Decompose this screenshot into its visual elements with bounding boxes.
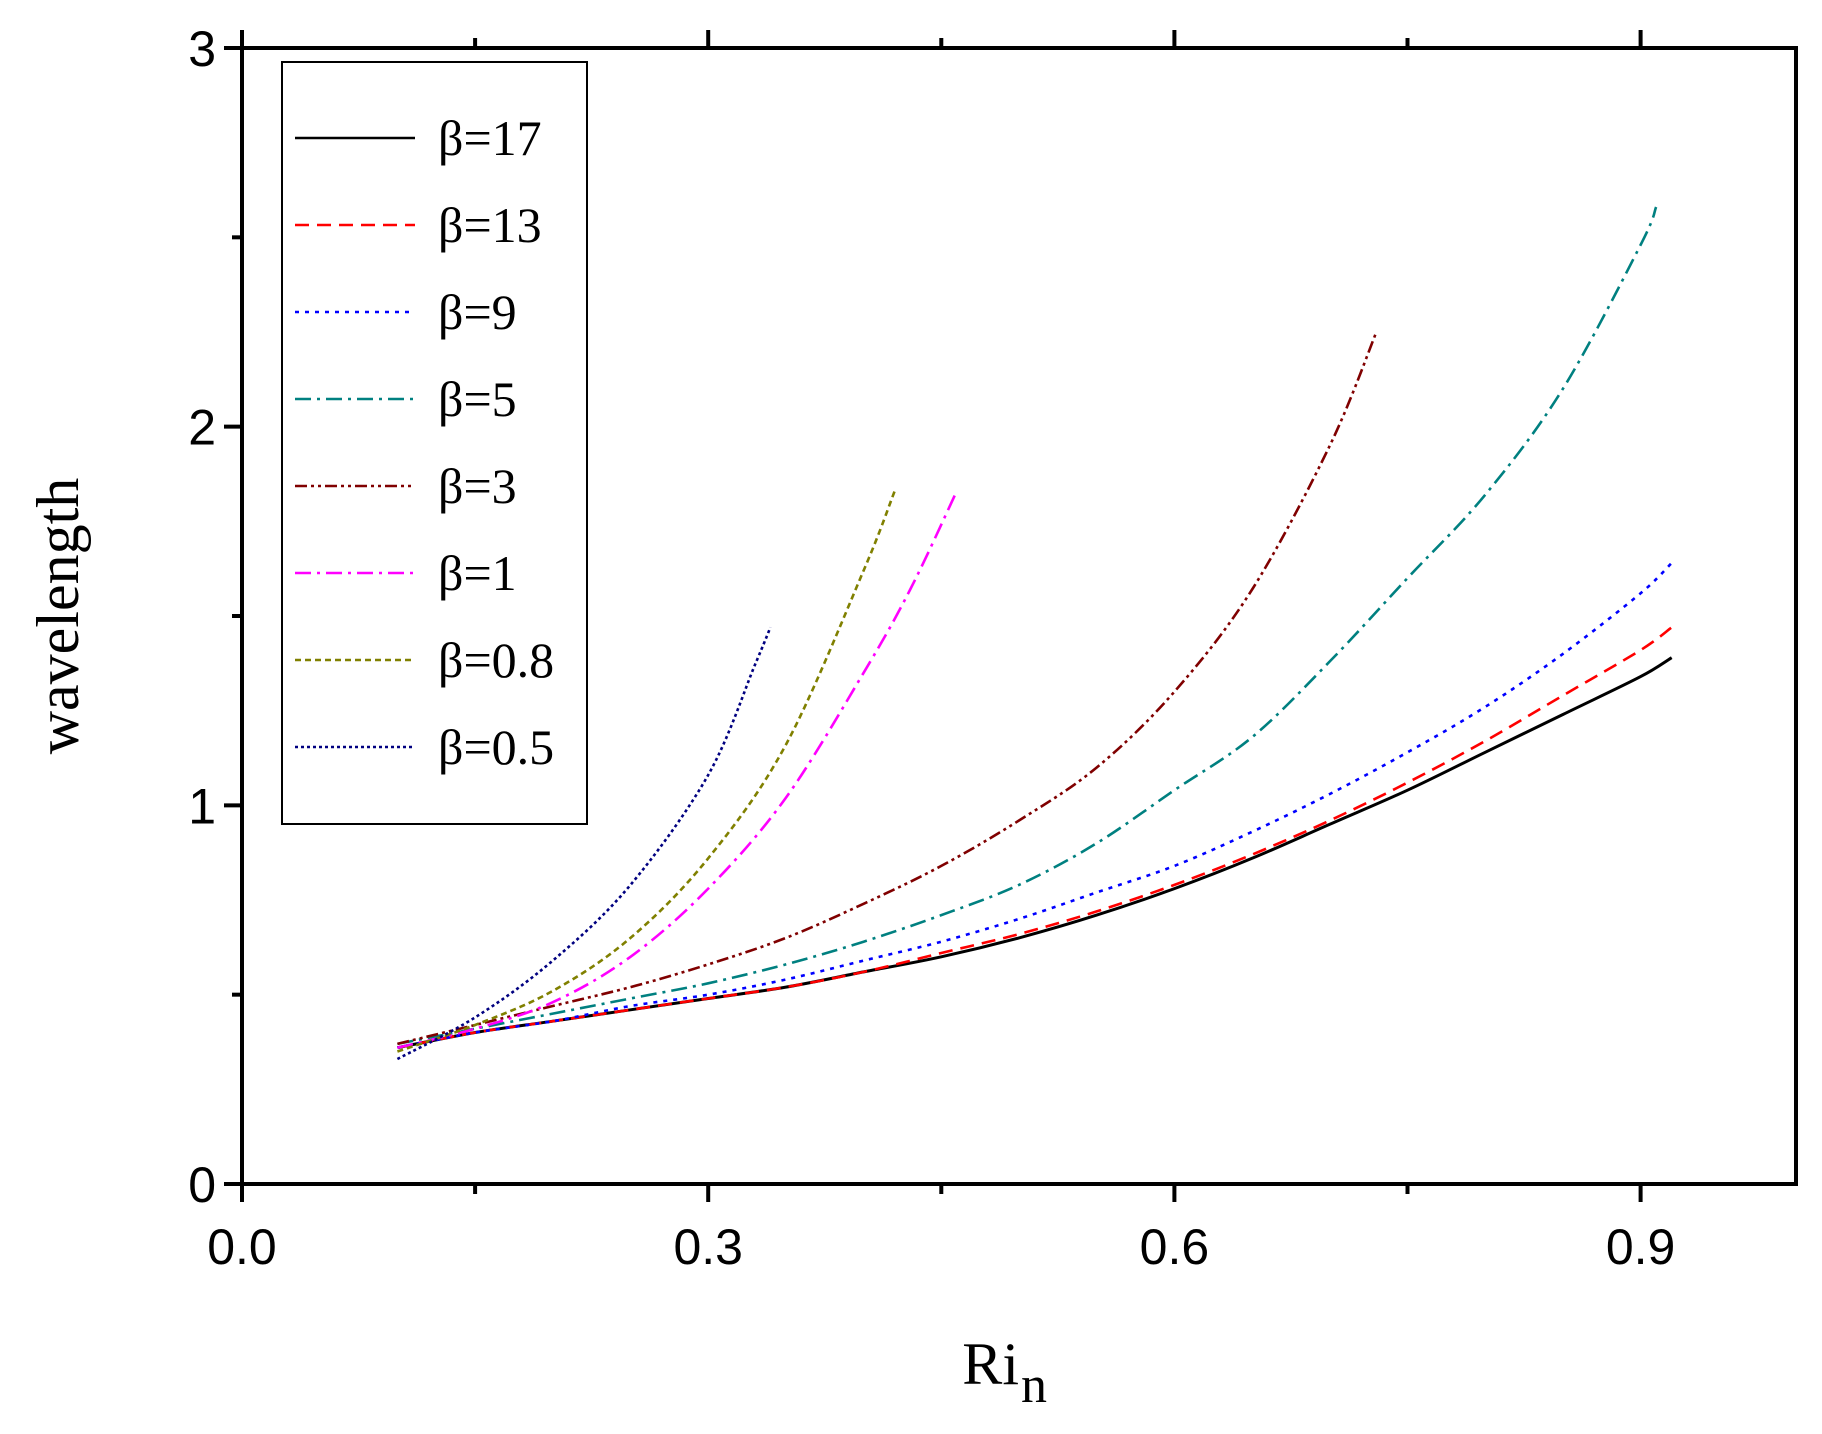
legend: β=17 β=13 β=9 β=5 β=3 β=1 β=0.8 β=0.5 xyxy=(281,61,588,825)
y-tick-label: 0 xyxy=(188,1157,216,1213)
x-tick-label: 0.3 xyxy=(673,1219,743,1275)
series-line-5 xyxy=(397,490,958,1049)
series-line-2 xyxy=(397,562,1673,1049)
x-axis-title-subscript: n xyxy=(1021,1357,1047,1414)
legend-label-0: β=17 xyxy=(438,110,542,166)
legend-label-1: β=13 xyxy=(438,197,542,253)
y-tick-label: 2 xyxy=(188,400,216,456)
series-line-4 xyxy=(397,331,1378,1046)
x-tick-label: 0.0 xyxy=(207,1219,277,1275)
legend-label-7: β=0.5 xyxy=(438,719,554,775)
legend-label-4: β=3 xyxy=(438,458,517,514)
y-tick-label: 3 xyxy=(188,21,216,77)
legend-label-3: β=5 xyxy=(438,371,517,427)
y-axis-title: wavelength xyxy=(25,478,91,755)
series-line-1 xyxy=(397,626,1673,1049)
x-axis-title: Ri xyxy=(962,1331,1019,1397)
series-line-7 xyxy=(396,626,772,1061)
legend-label-6: β=0.8 xyxy=(438,632,554,688)
series-line-6 xyxy=(396,490,896,1053)
x-tick-label: 0.9 xyxy=(1606,1219,1676,1275)
x-tick-label: 0.6 xyxy=(1140,1219,1210,1275)
legend-box xyxy=(281,61,588,825)
legend-label-5: β=1 xyxy=(438,545,517,601)
y-tick-label: 1 xyxy=(188,778,216,834)
series-line-0 xyxy=(397,656,1673,1050)
legend-label-2: β=9 xyxy=(438,284,517,340)
